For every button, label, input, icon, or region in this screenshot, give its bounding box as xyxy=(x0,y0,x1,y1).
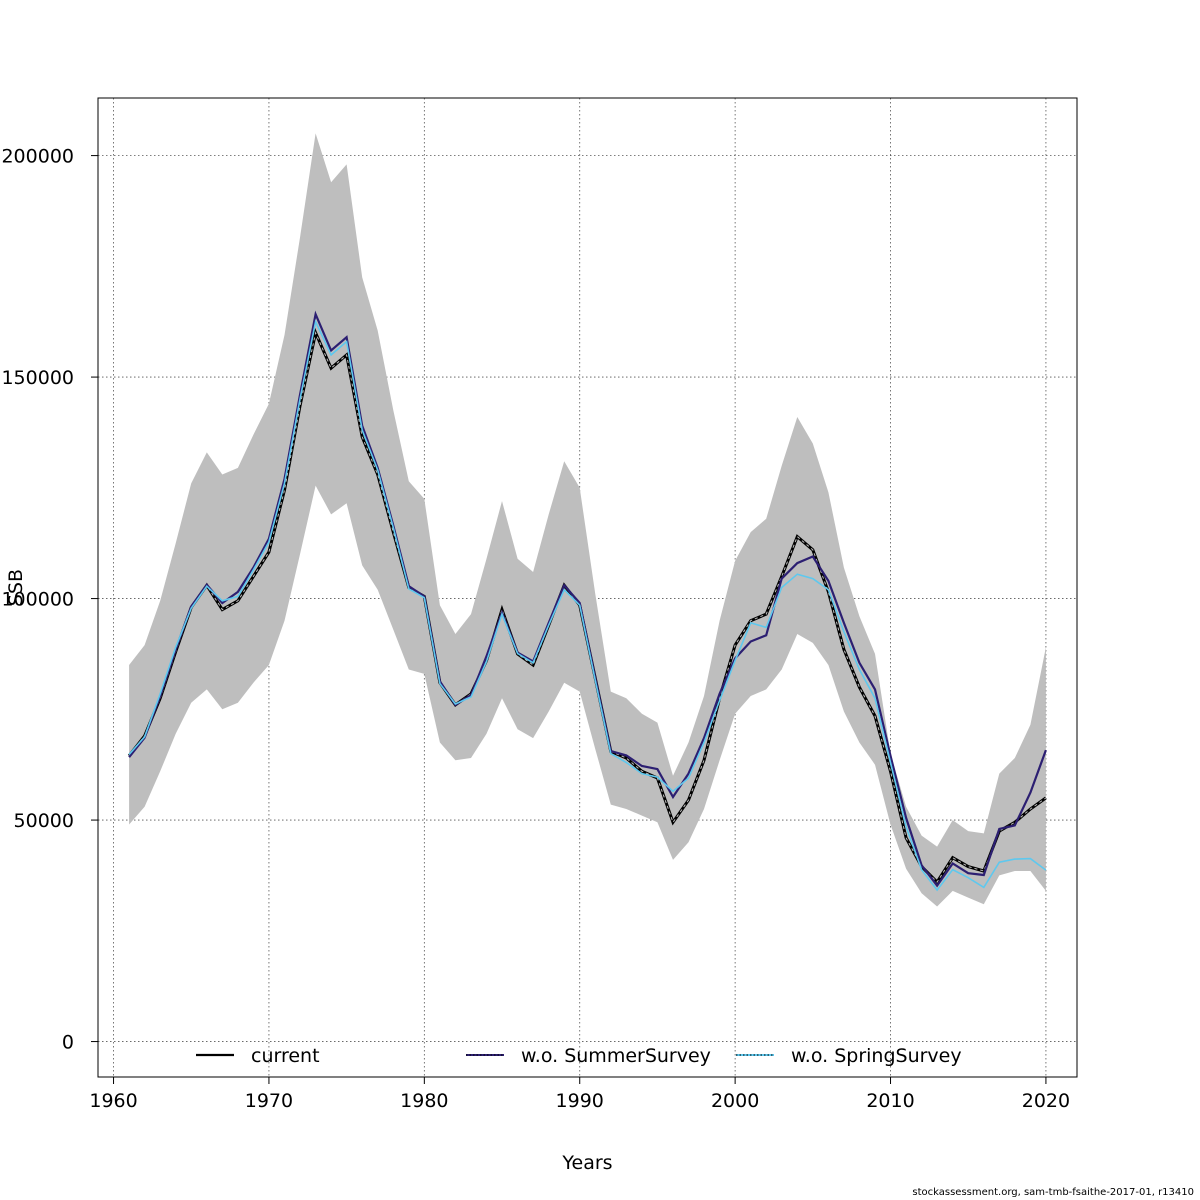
y-tick-label: 0 xyxy=(62,1032,74,1054)
y-tick-label: 50000 xyxy=(14,810,74,832)
series-line-w-o-springsurvey xyxy=(128,319,1047,892)
plot-frame xyxy=(97,97,1078,1078)
y-tick-label: 200000 xyxy=(1,146,74,168)
series-lines xyxy=(127,310,1047,892)
axes: 1960 1970 1980 1990 2000 2010 2020 0 50000 100000… xyxy=(1,146,1070,1112)
x-tick-label: 2000 xyxy=(711,1090,759,1112)
x-tick-label: 1980 xyxy=(400,1090,448,1112)
y-tick-label: 100000 xyxy=(1,589,74,611)
x-tick-label: 2020 xyxy=(1022,1090,1070,1112)
x-axis-label: Years xyxy=(561,1152,612,1174)
legend-label-current: current xyxy=(251,1045,320,1067)
x-tick-label: 1960 xyxy=(89,1090,137,1112)
legend: current w.o. SummerSurvey w.o. SpringSurve… xyxy=(196,1045,962,1067)
y-tick-label: 150000 xyxy=(1,367,74,389)
legend-label-w-o-summersurvey: w.o. SummerSurvey xyxy=(521,1045,711,1067)
confidence-band xyxy=(129,133,1046,907)
y-axis-label: SSB xyxy=(5,569,27,606)
x-tick-label: 2010 xyxy=(866,1090,914,1112)
legend-label-w-o-springsurvey: w.o. SpringSurvey xyxy=(791,1045,962,1067)
x-tick-label: 1970 xyxy=(245,1090,293,1112)
x-tick-label: 1990 xyxy=(556,1090,604,1112)
footer-source-text: stockassessment.org, sam-tmb-fsaithe-201… xyxy=(912,1187,1194,1198)
